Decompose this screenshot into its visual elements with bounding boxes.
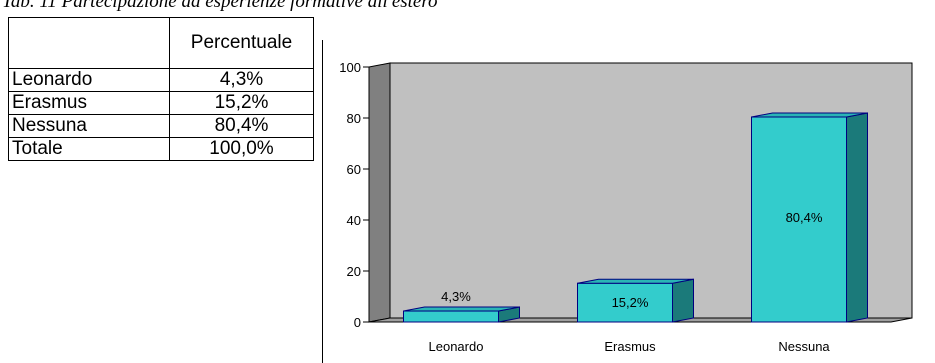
x-category-label: Erasmus xyxy=(604,339,656,354)
bar-side-erasmus xyxy=(672,278,694,323)
table-header-percent: Percentuale xyxy=(169,17,314,69)
bar-top-leonardo xyxy=(403,306,520,312)
y-tick-label: 40 xyxy=(347,213,361,228)
bar-top-nessuna xyxy=(751,112,868,118)
bar-front-nessuna xyxy=(751,116,847,323)
table-row: Leonardo 4,3% xyxy=(8,68,314,92)
bar-front-erasmus xyxy=(577,282,673,323)
y-tick-label: 100 xyxy=(339,60,361,75)
table-row: Totale 100,0% xyxy=(8,137,314,161)
plot-left-wall xyxy=(368,62,391,323)
chart-frame-left-border xyxy=(322,40,323,363)
data-label: 80,4% xyxy=(786,210,823,225)
table-cell-label: Totale xyxy=(8,137,170,161)
table-row: Erasmus 15,2% xyxy=(8,91,314,115)
y-tick-label: 20 xyxy=(347,264,361,279)
labels: 4,3% Leonardo 15,2% Erasmus 80,4% Nessuna xyxy=(429,210,831,354)
table-header-empty xyxy=(8,17,170,69)
bar-chart: 0 20 40 60 80 100 4,3% Leonardo 15,2% Erasmus 80,… xyxy=(339,60,913,354)
table-cell-label: Leonardo xyxy=(8,68,170,92)
y-axis: 0 20 40 60 80 100 xyxy=(339,60,370,330)
data-label: 15,2% xyxy=(612,295,649,310)
y-tick-label: 0 xyxy=(354,315,361,330)
bar-side-nessuna xyxy=(846,112,868,323)
table-cell-label: Nessuna xyxy=(8,114,170,138)
table-cell-value: 100,0% xyxy=(169,137,314,161)
bar-top-erasmus xyxy=(577,278,694,284)
table-cell-value: 4,3% xyxy=(169,68,314,92)
y-tick-label: 60 xyxy=(347,162,361,177)
data-label: 4,3% xyxy=(441,289,471,304)
x-category-label: Nessuna xyxy=(778,339,830,354)
table-header-row: Percentuale xyxy=(8,17,314,69)
bar-front-leonardo xyxy=(403,310,499,323)
table-cell-value: 80,4% xyxy=(169,114,314,138)
chart-area: 0 20 40 60 80 100 4,3% Leonardo 15,2% Erasmus 80,… xyxy=(322,40,935,363)
table-caption: Tab. 11 Partecipazione ad esperienze for… xyxy=(2,0,438,12)
data-table: Percentuale Leonardo 4,3% Erasmus 15,2% … xyxy=(8,17,314,161)
table-cell-label: Erasmus xyxy=(8,91,170,115)
table-cell-value: 15,2% xyxy=(169,91,314,115)
y-tick-label: 80 xyxy=(347,111,361,126)
x-category-label: Leonardo xyxy=(429,339,484,354)
table-row: Nessuna 80,4% xyxy=(8,114,314,138)
bars xyxy=(403,112,868,323)
